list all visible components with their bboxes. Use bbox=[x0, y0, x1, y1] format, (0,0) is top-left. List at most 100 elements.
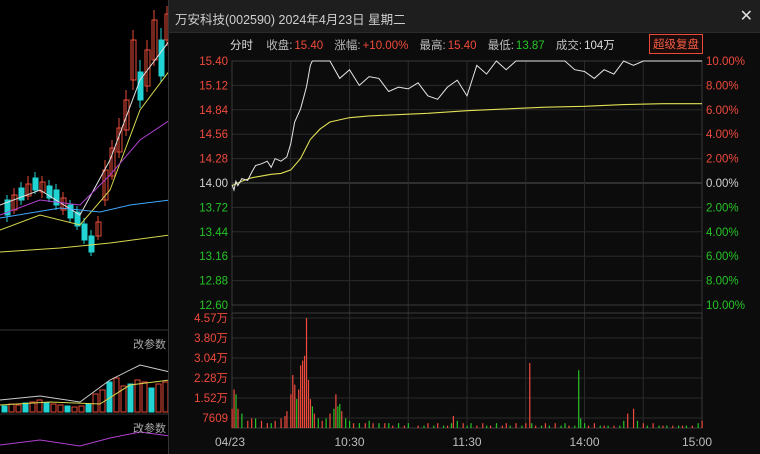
volume-bar bbox=[303, 355, 306, 428]
bg-candle-body bbox=[74, 211, 81, 227]
volume-bar bbox=[627, 413, 629, 428]
bg-volume-bar bbox=[8, 403, 15, 413]
average-price-line bbox=[231, 103, 702, 187]
volume-bar bbox=[486, 425, 488, 428]
volume-bar bbox=[642, 423, 644, 428]
volume-bar bbox=[392, 425, 394, 428]
volume-bar bbox=[662, 425, 664, 428]
time-tick-label: 14:00 bbox=[569, 435, 599, 449]
price-tick-label: 13.44 bbox=[199, 227, 228, 239]
volume-bar bbox=[433, 425, 435, 428]
volume-bar bbox=[548, 425, 550, 428]
bg-candle-body bbox=[67, 204, 74, 219]
percent-tick-label: 10.00% bbox=[706, 56, 745, 68]
volume-bar bbox=[247, 420, 249, 428]
percent-tick-label: 8.00% bbox=[706, 80, 739, 92]
window-title: 万安科技(002590) 2024年4月23日 星期二 bbox=[175, 13, 406, 27]
volume-bar bbox=[235, 394, 237, 428]
bg-candle-body bbox=[53, 189, 60, 206]
mode-label: 分时 bbox=[230, 40, 253, 52]
bg-ma-line bbox=[0, 119, 170, 216]
volume-bar bbox=[292, 375, 294, 428]
volume-bar bbox=[466, 425, 468, 428]
volume-bar bbox=[329, 413, 331, 428]
volume-bar bbox=[302, 360, 304, 428]
volume-bar bbox=[305, 318, 308, 428]
price-tick-label: 12.60 bbox=[199, 300, 228, 312]
bg-volume-bar bbox=[22, 402, 29, 413]
bg-candle-body bbox=[81, 223, 88, 241]
volume-bar bbox=[554, 423, 556, 428]
volume-bar bbox=[578, 370, 580, 428]
volume-bar bbox=[339, 403, 341, 428]
bg-volume-bar bbox=[106, 381, 113, 413]
volume-bar bbox=[599, 425, 601, 428]
volume-tick-label: 4.57万 bbox=[194, 313, 228, 325]
volume-bar bbox=[335, 394, 337, 428]
volume-bar bbox=[646, 425, 648, 428]
volume-bar bbox=[540, 425, 543, 428]
bg-candle-body bbox=[46, 185, 53, 199]
price-tick-label: 14.28 bbox=[199, 154, 228, 166]
bg-candle-body bbox=[164, 13, 170, 41]
bg-vol-ma-line bbox=[0, 364, 170, 403]
volume-bar bbox=[564, 423, 566, 428]
close-icon[interactable]: ✕ bbox=[739, 8, 753, 25]
volume-bar bbox=[317, 418, 319, 428]
bg-candle-body bbox=[95, 221, 102, 237]
bg-volume-bar bbox=[120, 385, 127, 413]
bg-ma-line bbox=[0, 199, 170, 219]
volume-tick-label: 1.52万 bbox=[194, 393, 228, 405]
volume-bar bbox=[531, 423, 533, 428]
volume-bar bbox=[403, 425, 406, 428]
volume-bar bbox=[632, 408, 635, 428]
low-value: 13.87 bbox=[515, 40, 545, 52]
volume-tick-label: 2.28万 bbox=[194, 373, 228, 385]
volume-bar bbox=[309, 399, 312, 428]
percent-tick-label: 2.00% bbox=[706, 154, 739, 166]
volume-bar bbox=[270, 423, 272, 428]
volume-bar bbox=[378, 423, 380, 428]
bg-ma-line bbox=[0, 234, 170, 253]
volume-tick-label: 7609 bbox=[202, 413, 228, 425]
volume-bar bbox=[358, 423, 360, 428]
bg-volume-bar bbox=[127, 383, 134, 413]
bg-candle-body bbox=[25, 183, 32, 197]
volume-bar bbox=[251, 418, 253, 428]
volume-bar bbox=[352, 423, 355, 428]
volume-bar bbox=[681, 425, 684, 428]
volume-tick-label: 3.80万 bbox=[194, 333, 228, 345]
high-value: 15.40 bbox=[447, 40, 477, 52]
bg-candle-body bbox=[130, 39, 137, 81]
bg-candle-body bbox=[4, 199, 11, 216]
volume-bar bbox=[521, 425, 523, 428]
volume-value: 104万 bbox=[584, 40, 615, 52]
volume-bar bbox=[584, 423, 586, 428]
window-titlebar[interactable]: 万安科技(002590) 2024年4月23日 星期二 ✕ bbox=[169, 0, 760, 33]
volume-bar bbox=[456, 420, 458, 428]
background-kline-chart bbox=[0, 6, 170, 447]
bg-candle-body bbox=[109, 147, 116, 177]
volume-bar bbox=[525, 423, 527, 428]
price-tick-label: 14.00 bbox=[199, 178, 228, 190]
price-tick-label: 12.88 bbox=[199, 276, 228, 288]
volume-bar bbox=[241, 413, 243, 428]
volume-bar bbox=[685, 425, 688, 428]
super-review-button[interactable]: 超级复盘 bbox=[649, 34, 703, 54]
volume-bar bbox=[613, 425, 615, 428]
volume-bar bbox=[255, 418, 257, 428]
bg-volume-bar bbox=[15, 404, 22, 413]
volume-bar bbox=[397, 423, 400, 428]
volume-bar bbox=[290, 394, 292, 428]
bg-modify-params-label-2[interactable]: 改参数 bbox=[133, 423, 166, 435]
bg-volume-bar bbox=[64, 405, 71, 413]
bg-modify-params-label-1[interactable]: 改参数 bbox=[133, 339, 166, 351]
volume-bar bbox=[364, 423, 366, 428]
change-label: 涨幅: bbox=[334, 40, 361, 52]
bg-volume-bar bbox=[92, 393, 99, 413]
volume-bar bbox=[560, 425, 562, 428]
volume-bar bbox=[529, 363, 531, 428]
volume-bar bbox=[574, 425, 576, 428]
bg-candle-body bbox=[144, 49, 151, 87]
intraday-chart[interactable]: 15.40 15.12 14.84 14.56 14.28 14.00 13.72 13.44… bbox=[169, 0, 760, 454]
